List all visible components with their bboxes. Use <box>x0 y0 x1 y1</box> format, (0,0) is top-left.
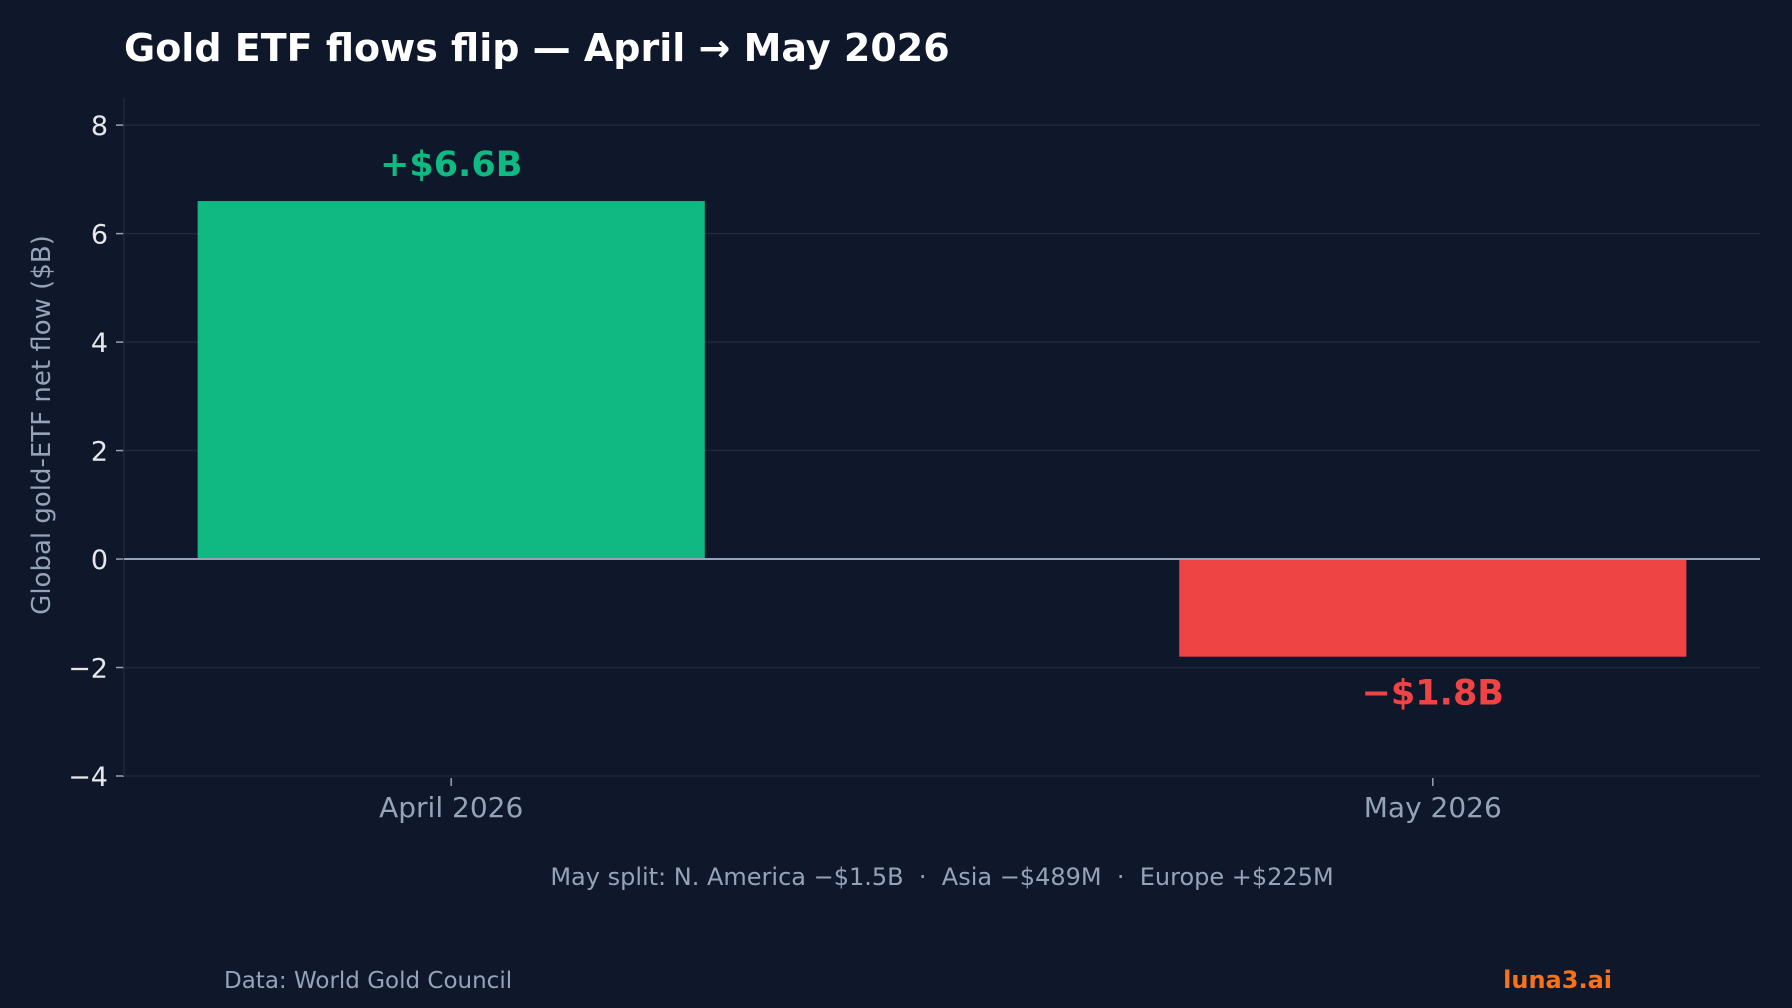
x-tick-label: May 2026 <box>1364 791 1502 824</box>
y-tick-label: 4 <box>91 328 108 359</box>
x-tick-label: April 2026 <box>379 791 523 824</box>
axes <box>116 98 1760 786</box>
y-tick-label: 6 <box>91 220 108 251</box>
bar-may-2026 <box>1179 559 1687 657</box>
y-tick-label: −4 <box>68 762 108 793</box>
y-tick-label: 8 <box>91 111 108 142</box>
value-label: +$6.6B <box>380 145 522 185</box>
chart-title: Gold ETF flows flip — April → May 2026 <box>124 26 950 70</box>
y-tick-label: −2 <box>68 654 108 685</box>
value-label: −$1.8B <box>1362 674 1504 714</box>
labels: 8 6 4 2 0 −2 −4 +$6.6B April 2026 −$1.8B May 2026 <box>68 111 1504 824</box>
regional-split-note: May split: N. America −$1.5B · Asia −$48… <box>550 863 1333 891</box>
bars <box>197 201 1687 657</box>
y-axis-label: Global gold-ETF net flow ($B) <box>27 235 57 615</box>
bar-april-2026 <box>197 201 705 560</box>
y-tick-label: 2 <box>91 437 108 468</box>
y-tick-label: 0 <box>91 545 108 576</box>
source-credit: Data: World Gold Council <box>224 968 512 994</box>
brand-logo: luna3.ai <box>1503 966 1612 994</box>
